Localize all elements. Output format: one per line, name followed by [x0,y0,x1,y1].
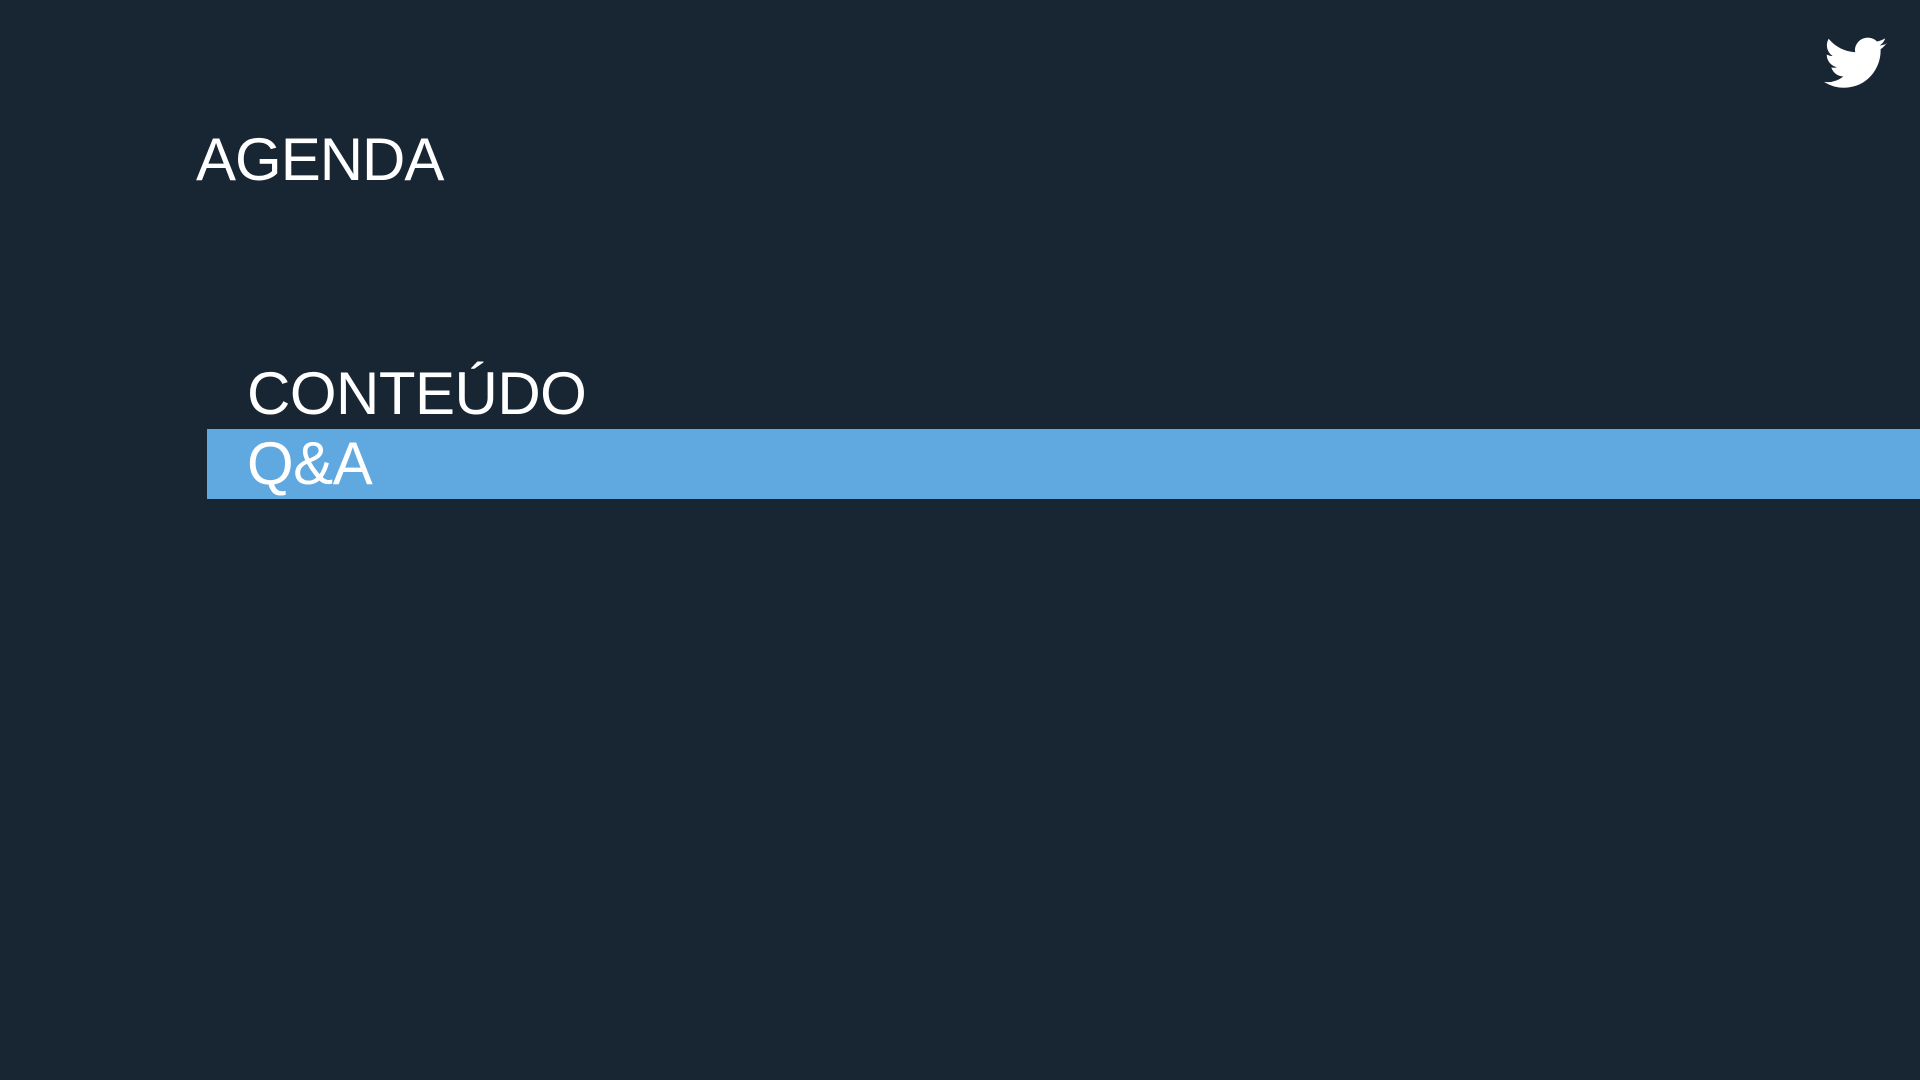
page-title: AGENDA [196,126,444,193]
twitter-bird-icon [1824,36,1888,92]
agenda-list: CONTEÚDO Q&A [0,359,1920,499]
agenda-item-qa[interactable]: Q&A [207,429,1920,499]
agenda-item-conteudo[interactable]: CONTEÚDO [247,360,587,427]
